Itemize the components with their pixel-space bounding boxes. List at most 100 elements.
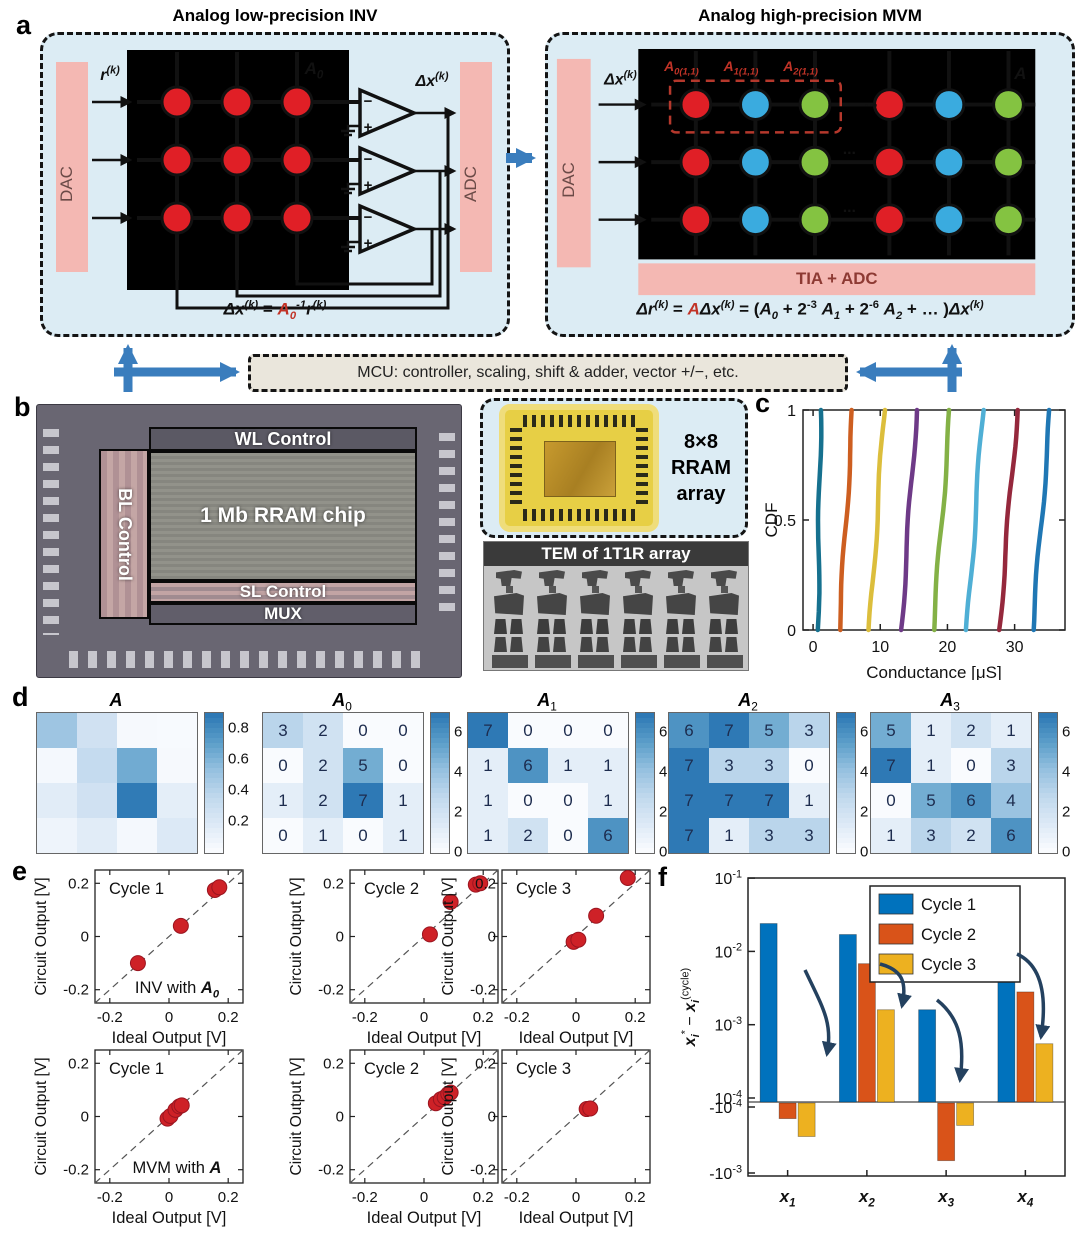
colorbar-slice — [837, 828, 855, 833]
tem-cell-structure — [639, 619, 652, 634]
dac-label: DAC — [559, 162, 578, 198]
y-tick-label: 0 — [81, 929, 89, 946]
opamp — [358, 87, 419, 139]
rram-cell — [220, 85, 254, 119]
heatmap-cell: 3 — [789, 818, 829, 853]
colorbar-slice — [837, 713, 855, 718]
colorbar-slice — [431, 758, 449, 763]
identity-line — [501, 1049, 651, 1184]
colorbar-slice — [636, 803, 654, 808]
colorbar-slice — [431, 843, 449, 848]
x-tick-label: 0.2 — [473, 1009, 494, 1026]
colorbar-slice — [431, 773, 449, 778]
tem-cell-structure — [494, 619, 507, 634]
tem-cell-structure — [535, 655, 571, 668]
heatmap-cell: 2 — [303, 783, 343, 818]
ellipsis: ... — [843, 199, 856, 216]
heatmap-cell: 3 — [709, 748, 749, 783]
x-axis-label: Ideal Output [V] — [112, 1029, 227, 1047]
colorbar-slice — [837, 818, 855, 823]
heatmap-cell: 5 — [749, 713, 789, 748]
data-point — [582, 1100, 599, 1117]
colorbar-slice — [205, 808, 223, 813]
colorbar-tick-label: 2 — [860, 803, 869, 821]
heatmap-cell: 1 — [548, 748, 588, 783]
colorbar-slice — [431, 848, 449, 853]
cycle-title: Cycle 3 — [516, 1060, 571, 1078]
cdf-curve-level-8 — [1031, 407, 1052, 633]
inv-to-mvm-arrow — [506, 148, 536, 168]
colorbar-slice — [1039, 808, 1057, 813]
colorbar-slice — [837, 773, 855, 778]
colorbar-slice — [205, 818, 223, 823]
x-tick-label: 0 — [165, 1009, 173, 1026]
heatmap-cell: 3 — [749, 818, 789, 853]
mux-label: MUX — [264, 604, 302, 623]
heatmap-cell: 2 — [951, 713, 991, 748]
tem-cell-structure — [537, 637, 550, 652]
tem-cell-structure — [709, 593, 739, 615]
ground-lead — [346, 182, 360, 189]
heatmap-cell: 7 — [669, 818, 709, 853]
sl-control-label: SL Control — [239, 582, 327, 601]
data-point — [211, 879, 228, 896]
cycle-title: Cycle 2 — [364, 880, 419, 898]
colorbar-slice — [636, 848, 654, 853]
colorbar-slice — [205, 718, 223, 723]
category-label: x4 — [1016, 1187, 1033, 1209]
colorbar-slice — [205, 803, 223, 808]
y-axis-label: Circuit Output [V] — [33, 1057, 50, 1175]
colorbar-tick-label: 0 — [1062, 843, 1071, 861]
heatmap-cell — [37, 748, 77, 783]
colorbar-slice — [837, 813, 855, 818]
operation-annotation: MVM with A — [133, 1159, 222, 1177]
heatmap-cell: 2 — [508, 818, 548, 853]
heatmap-cell: 7 — [468, 713, 508, 748]
x-tick-label: 20 — [939, 639, 957, 656]
x-axis-label: Ideal Output [V] — [519, 1029, 634, 1047]
colorbar-tick-label: 0.6 — [228, 750, 249, 768]
tem-cell-structure — [666, 637, 679, 652]
category-label: x2 — [858, 1187, 875, 1209]
colorbar-slice — [636, 758, 654, 763]
opamp-minus-input: − — [364, 151, 373, 168]
heatmap-cell: 0 — [871, 783, 911, 818]
y-tick-label: 0 — [488, 1109, 496, 1126]
y-tick-label: 0.5 — [774, 513, 796, 530]
heatmap-cell: 2 — [303, 748, 343, 783]
package-label-line2: RRAM — [671, 457, 731, 479]
scatter-mvm-cycle2: -0.2 -0.2 0 0 0.2 0.2 Cycle 2 Ideal Output [V] C… — [288, 1049, 499, 1227]
colorbar-slice — [431, 778, 449, 783]
heatmap-cell — [157, 748, 197, 783]
heatmap-cell: 0 — [951, 748, 991, 783]
colorbar-slice — [1039, 788, 1057, 793]
heatmap-cell — [157, 783, 197, 818]
colorbar — [635, 712, 655, 854]
bar-cycle3-x2 — [876, 1009, 895, 1103]
legend-label: Cycle 2 — [921, 926, 976, 944]
colorbar-slice — [837, 798, 855, 803]
rram-cell — [280, 143, 314, 177]
data-point — [173, 1097, 190, 1114]
adc-label: ADC — [461, 166, 480, 202]
colorbar-slice — [205, 728, 223, 733]
heatmap-cell: 1 — [588, 783, 628, 818]
colorbar-tick-label: 2 — [659, 803, 668, 821]
heatmap-cell: 0 — [548, 783, 588, 818]
colorbar-slice — [636, 713, 654, 718]
heatmap-cell: 1 — [263, 783, 303, 818]
heatmap-cell — [117, 818, 157, 853]
panel-a-label: a — [16, 10, 32, 40]
colorbar-slice — [205, 773, 223, 778]
heatmap-cell: 1 — [303, 818, 343, 853]
y-tick-label: -0.2 — [63, 1162, 89, 1179]
package-label-line1: 8×8 — [684, 431, 718, 453]
heatmap-cell: 1 — [468, 818, 508, 853]
legend-label: Cycle 1 — [921, 896, 976, 914]
colorbar-tick-label: 4 — [860, 763, 869, 781]
tem-cell-structure — [578, 655, 614, 668]
heatmap-title: A3 — [940, 690, 960, 714]
mcu-label: MCU: controller, scaling, shift & adder,… — [357, 364, 739, 381]
